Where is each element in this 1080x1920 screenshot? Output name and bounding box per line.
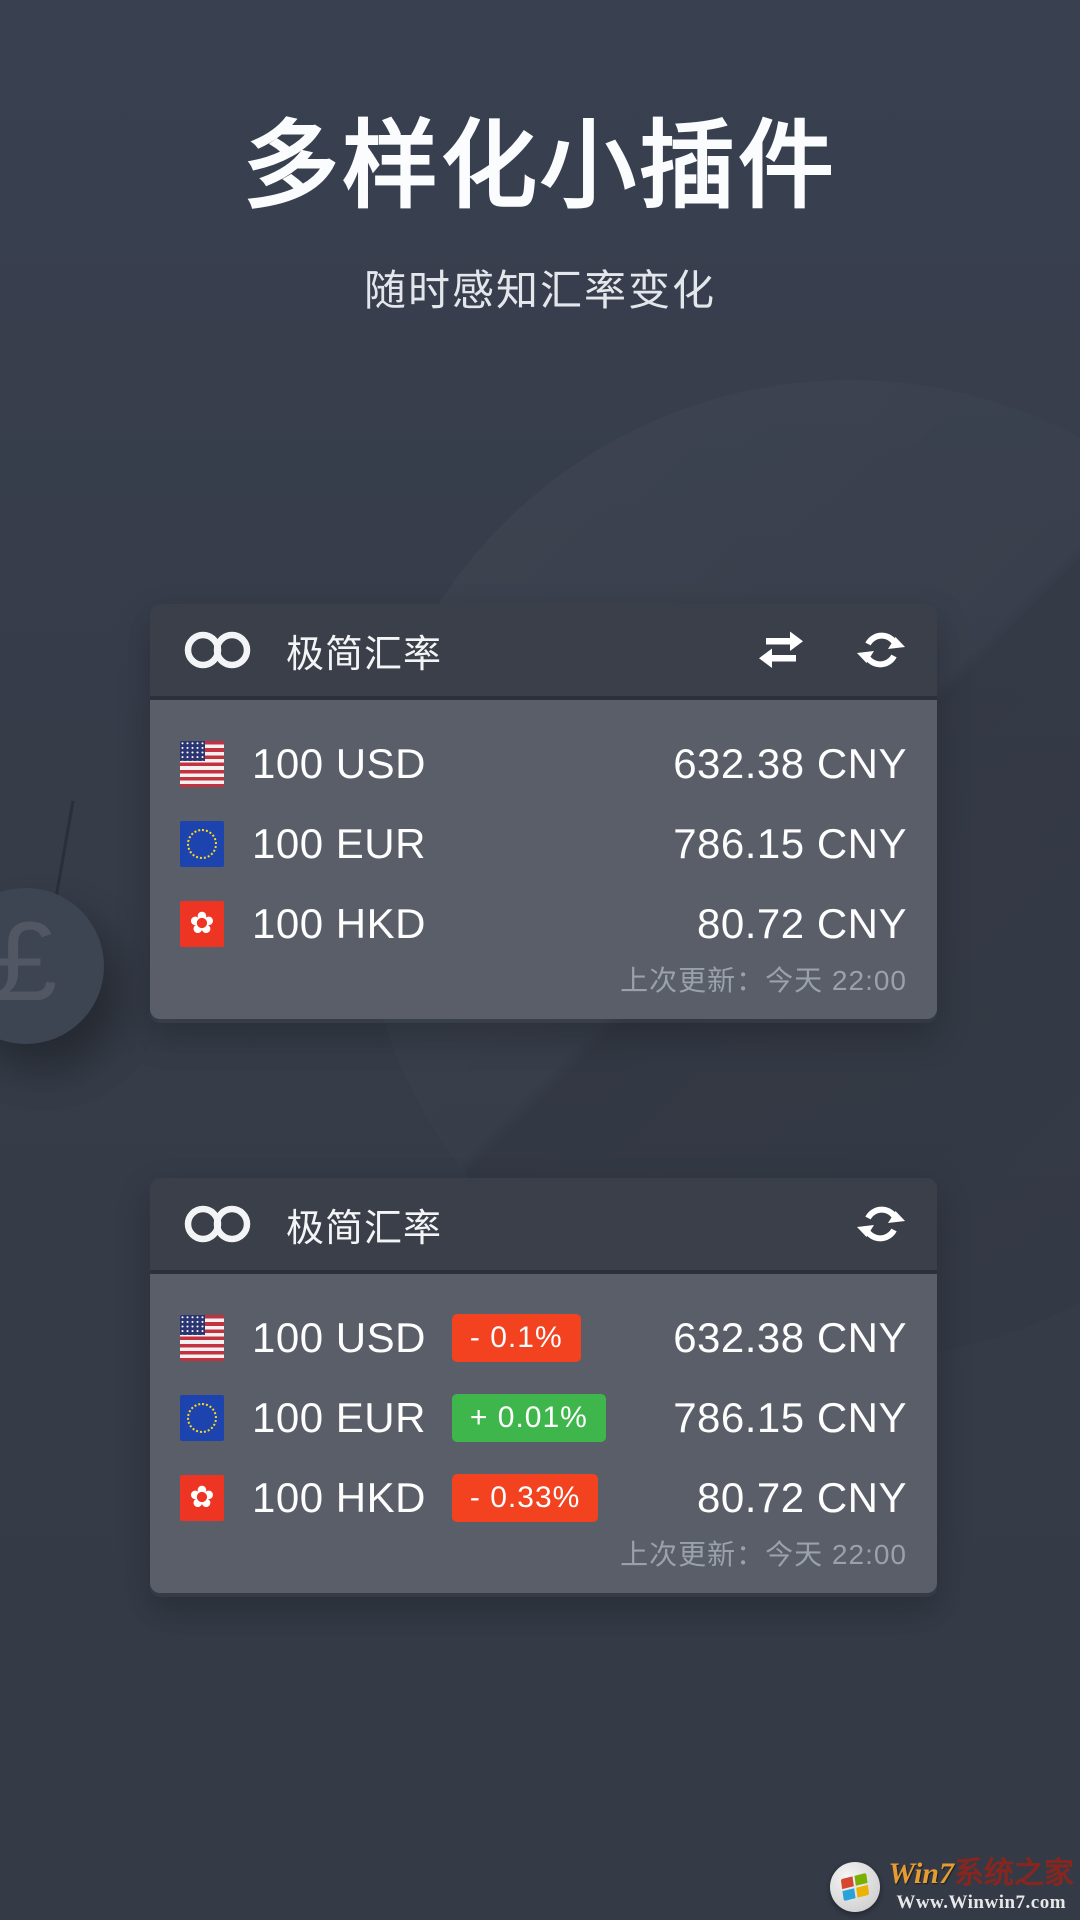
rate-row-hkd: ✿ 100 HKD - 0.33% 80.72 CNY <box>180 1458 907 1538</box>
currency-amount: 100 HKD <box>252 900 426 947</box>
refresh-icon[interactable] <box>857 1202 905 1246</box>
currency-amount: 100 USD <box>252 740 426 787</box>
last-update-text: 上次更新：今天 22:00 <box>620 1539 907 1570</box>
widget-body: 100 USD 632.38 CNY 100 EUR 786.15 CNY ✿ … <box>150 700 937 1019</box>
widget-title: 极简汇率 <box>286 633 443 676</box>
rate-row-usd: 100 USD 632.38 CNY <box>180 724 907 804</box>
us-flag-icon <box>180 1315 224 1361</box>
widget-header-icons <box>857 1202 905 1246</box>
currency-amount: 100 USD <box>252 1314 426 1361</box>
refresh-icon[interactable] <box>857 628 905 672</box>
watermark-text: Win7系统之家 Www.Winwin7.com <box>888 1859 1074 1914</box>
rate-row-hkd: ✿ 100 HKD 80.72 CNY <box>180 884 907 964</box>
widget-body: 100 USD - 0.1% 632.38 CNY 100 EUR + 0.01… <box>150 1274 937 1593</box>
infinity-logo-icon <box>184 631 251 669</box>
swap-icon[interactable] <box>757 628 805 672</box>
eu-flag-icon <box>180 821 224 867</box>
us-flag-icon <box>180 741 224 787</box>
widget-title: 极简汇率 <box>286 1207 443 1250</box>
change-badge: - 0.33% <box>451 1474 599 1522</box>
rate-row-eur: 100 EUR 786.15 CNY <box>180 804 907 884</box>
windows-logo-icon <box>830 1861 881 1912</box>
watermark-brand-win7: Win7 <box>888 1857 954 1890</box>
rate-row-usd: 100 USD - 0.1% 632.38 CNY <box>180 1298 907 1378</box>
hk-flag-icon: ✿ <box>180 901 224 947</box>
change-badge: - 0.1% <box>451 1314 581 1362</box>
converted-value: 80.72 CNY <box>697 1474 907 1521</box>
currency-amount: 100 EUR <box>252 1394 426 1441</box>
watermark-url: Www.Winwin7.com <box>896 1892 1067 1913</box>
converted-value: 80.72 CNY <box>697 900 907 947</box>
hk-flag-icon: ✿ <box>180 1475 224 1521</box>
page-title: 多样化小插件 <box>243 113 837 220</box>
widget-header: 极简汇率 <box>150 604 937 700</box>
page-subtitle: 随时感知汇率变化 <box>363 267 716 314</box>
pound-symbol: £ <box>0 899 58 1024</box>
currency-amount: 100 EUR <box>252 820 426 867</box>
watermark: Win7系统之家 Www.Winwin7.com <box>830 1859 1074 1914</box>
windows-flag-icon <box>841 1872 870 1901</box>
converted-value: 632.38 CNY <box>673 1314 907 1361</box>
last-update-text: 上次更新：今天 22:00 <box>620 965 907 996</box>
eu-flag-icon <box>180 1395 224 1441</box>
converted-value: 786.15 CNY <box>673 820 907 867</box>
infinity-logo-icon <box>184 1205 251 1243</box>
widget-header: 极简汇率 <box>150 1178 937 1274</box>
pound-coin-decoration: £ <box>0 888 104 1044</box>
widget-header-icons <box>757 628 905 672</box>
exchange-widget-simple: 极简汇率 100 USD 632.38 <box>150 604 937 1023</box>
change-badge: + 0.01% <box>451 1394 606 1442</box>
rate-row-eur: 100 EUR + 0.01% 786.15 CNY <box>180 1378 907 1458</box>
converted-value: 632.38 CNY <box>673 740 907 787</box>
watermark-brand-suffix: 系统之家 <box>954 1857 1074 1890</box>
exchange-widget-with-change: 极简汇率 100 USD - 0.1% 632.38 CNY 100 EUR <box>150 1178 937 1597</box>
currency-amount: 100 HKD <box>252 1474 426 1521</box>
watermark-brand: Win7系统之家 <box>888 1859 1074 1889</box>
converted-value: 786.15 CNY <box>673 1394 907 1441</box>
